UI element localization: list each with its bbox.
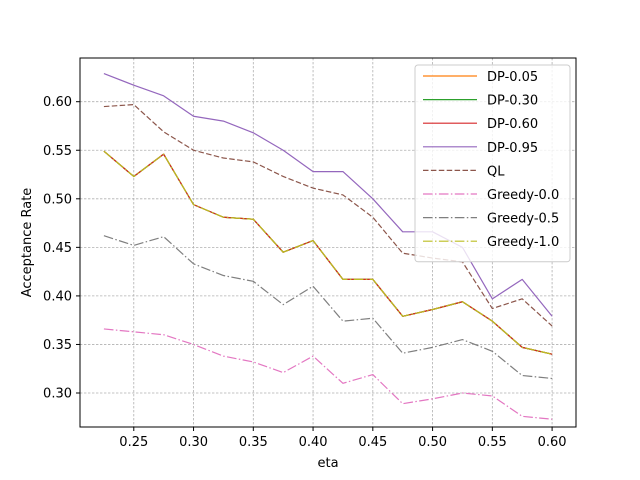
- series-line-ql: [103, 104, 553, 327]
- legend: DP-0.05 DP-0.30 DP-0.60 DP-0.95 QL Greedy-0.0…: [414, 64, 571, 263]
- legend-label: DP-0.60: [487, 117, 538, 132]
- series-line-dp-0-95: [103, 72, 553, 317]
- legend-label: Greedy-0.5: [487, 212, 559, 227]
- legend-label: DP-0.05: [487, 70, 538, 85]
- x-axis-label: eta: [317, 456, 338, 471]
- y-tick-label: 0.45: [43, 241, 72, 256]
- legend-label: QL: [487, 164, 505, 179]
- series-line-greedy-0-0: [103, 328, 553, 420]
- legend-label: Greedy-1.0: [487, 235, 559, 250]
- legend-label: Greedy-0.0: [487, 188, 559, 203]
- x-tick-label: 0.40: [299, 435, 328, 450]
- x-tick-label: 0.60: [538, 435, 567, 450]
- x-tick-label: 0.50: [418, 435, 447, 450]
- series-line-greedy-0-5: [103, 235, 553, 380]
- legend-box: [414, 64, 571, 263]
- y-axis-label: Acceptance Rate: [20, 188, 35, 298]
- x-tick-label: 0.45: [358, 435, 387, 450]
- y-tick-label: 0.50: [43, 192, 72, 207]
- x-axis-ticks: 0.25 0.30 0.35 0.40 0.45 0.50 0.55 0.60: [119, 427, 567, 450]
- legend-label: DP-0.30: [487, 94, 538, 109]
- y-tick-label: 0.30: [43, 387, 72, 402]
- x-tick-label: 0.30: [179, 435, 208, 450]
- x-tick-label: 0.25: [119, 435, 148, 450]
- y-axis-ticks: 0.30 0.35 0.40 0.45 0.50 0.55 0.60: [43, 95, 80, 402]
- y-tick-label: 0.55: [43, 144, 72, 159]
- legend-label: DP-0.95: [487, 141, 538, 156]
- series-lines: [103, 72, 553, 420]
- y-tick-label: 0.60: [43, 95, 72, 110]
- axes-frame: [79, 57, 577, 428]
- x-tick-label: 0.35: [239, 435, 268, 450]
- y-tick-label: 0.40: [43, 289, 72, 304]
- x-tick-label: 0.55: [478, 435, 507, 450]
- y-tick-label: 0.35: [43, 338, 72, 353]
- series-line-greedy-1-0: [103, 150, 553, 355]
